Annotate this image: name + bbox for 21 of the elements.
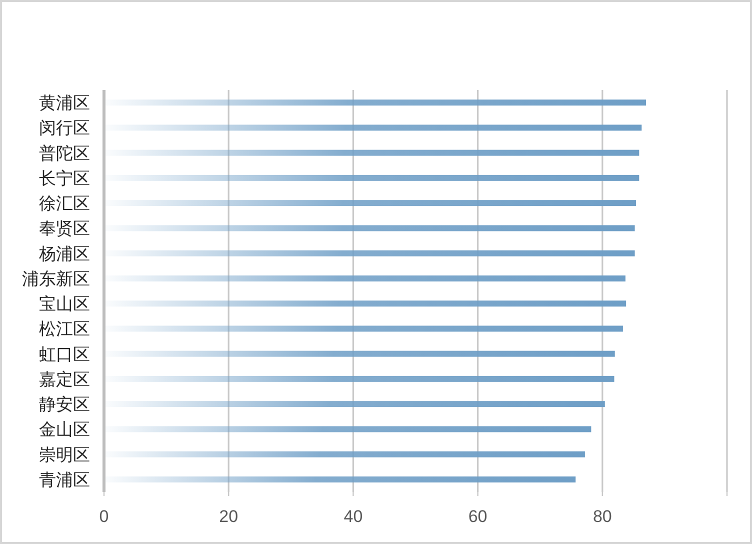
y-tick-label: 普陀区 [39,144,90,164]
y-tick-label: 奉贤区 [39,219,90,240]
x-tick-label: 20 [219,507,238,526]
x-tick-label: 40 [344,507,363,526]
y-tick-label: 虹口区 [39,344,90,365]
y-tick-label: 静安区 [39,395,90,416]
x-tick-label: 80 [592,507,612,526]
x-tick-label: 60 [468,507,488,526]
y-tick-label: 长宁区 [39,168,90,189]
y-tick-label: 徐汇区 [39,194,90,214]
y-tick-label: 浦东新区 [22,269,90,290]
y-tick-label: 崇明区 [39,445,90,466]
y-tick-label: 闵行区 [39,118,90,139]
y-tick-label: 金山区 [39,420,90,440]
x-tick-label: 0 [99,507,109,526]
y-tick-label: 嘉定区 [39,370,90,390]
y-tick-label: 杨浦区 [38,244,90,264]
y-tick-label: 黄浦区 [39,94,90,114]
y-tick-label: 松江区 [39,320,90,340]
y-tick-label: 青浦区 [39,470,90,490]
y-tick-label: 宝山区 [39,294,90,315]
